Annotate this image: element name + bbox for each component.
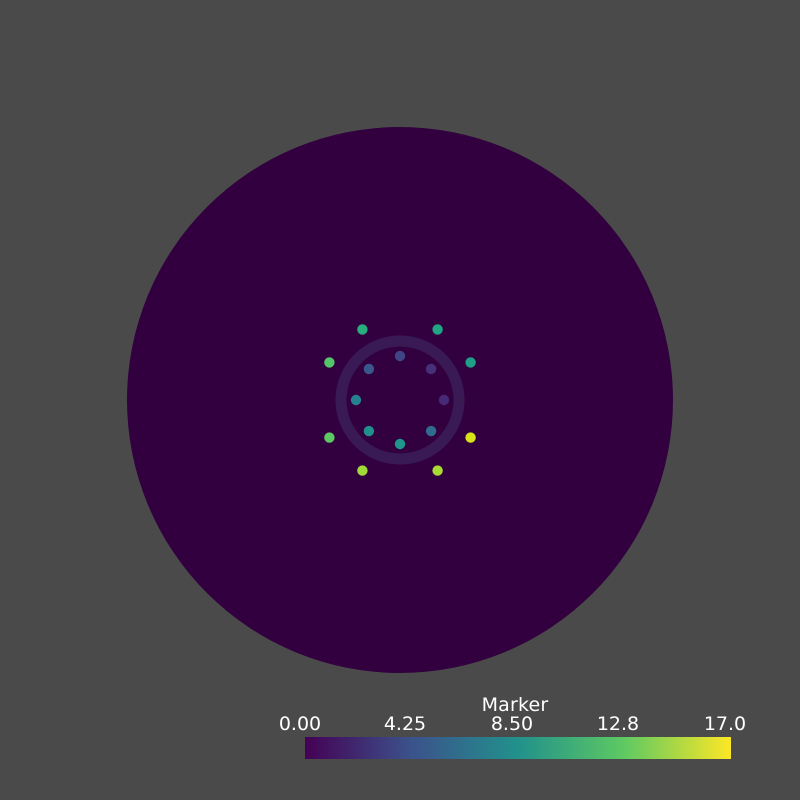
inner-marker (394, 350, 406, 362)
colorbar-tick-label: 8.50 (490, 713, 534, 735)
colorbar-legend: Marker 0.00 4.25 8.50 12.8 17.0 (278, 690, 750, 770)
colorbar-tick-label: 17.0 (703, 713, 747, 735)
outer-marker (432, 324, 443, 335)
inner-marker (438, 394, 450, 406)
inner-marker (394, 438, 406, 450)
outer-marker (357, 465, 368, 476)
domain-disk (127, 127, 673, 673)
outer-marker (324, 357, 335, 368)
inner-marker (363, 363, 375, 375)
colorbar-tick-label: 0.00 (278, 713, 322, 735)
outer-marker (432, 465, 443, 476)
inner-marker (363, 425, 375, 437)
colorbar-title: Marker (481, 694, 549, 716)
outer-marker (465, 357, 476, 368)
outer-marker (357, 324, 368, 335)
outer-marker (324, 432, 335, 443)
outer-marker (465, 432, 476, 443)
inner-ring (335, 335, 465, 465)
colorbar-tick-label: 4.25 (383, 713, 427, 735)
inner-marker (425, 425, 437, 437)
inner-marker (350, 394, 362, 406)
markers-group (324, 324, 476, 476)
inner-marker (425, 363, 437, 375)
colorbar-gradient (305, 737, 731, 759)
colorbar-tick-label: 12.8 (596, 713, 640, 735)
